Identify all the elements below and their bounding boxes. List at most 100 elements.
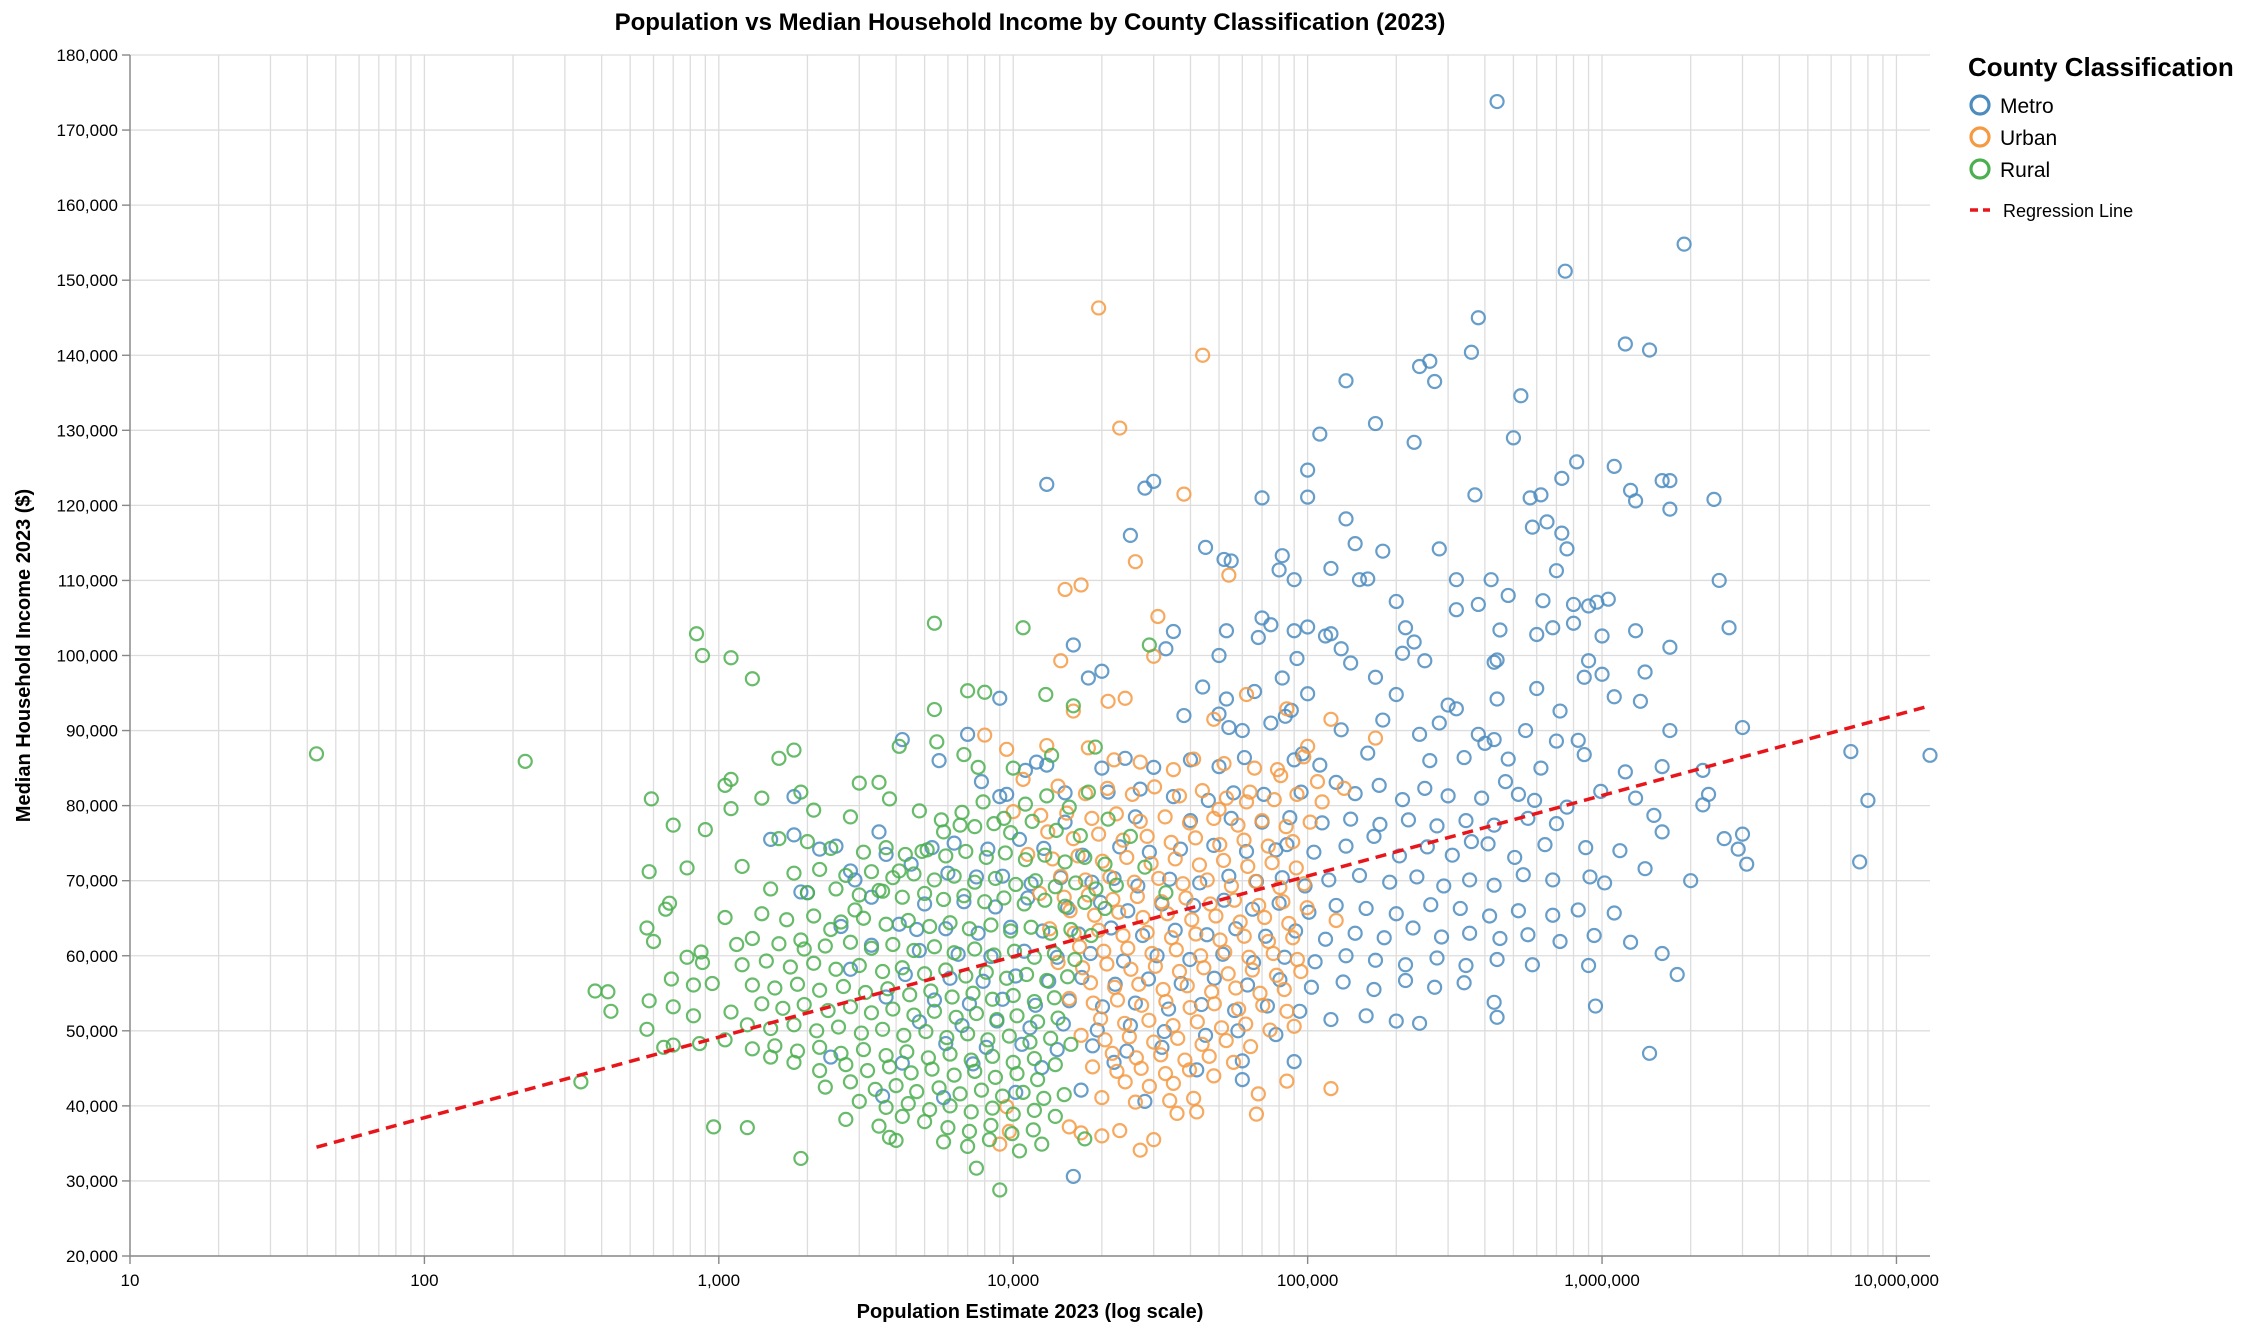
metro-point (1662, 473, 1678, 489)
rural-point (1043, 925, 1059, 941)
metro-point (1444, 847, 1460, 863)
metro-point (1388, 906, 1404, 922)
urban-point (1139, 828, 1155, 845)
metro-point (812, 841, 828, 857)
metro-point (1223, 553, 1239, 569)
urban-point (1162, 1093, 1178, 1109)
metro-point (1122, 527, 1138, 544)
rural-point (885, 1001, 901, 1017)
y-tick-label: 170,000 (57, 121, 118, 140)
rural-point (933, 812, 949, 828)
metro-point (1254, 490, 1270, 506)
rural-point (828, 961, 844, 977)
metro-point (1160, 1001, 1177, 1017)
rural-point (685, 977, 702, 993)
metro-point (1286, 623, 1302, 639)
metro-point (1008, 968, 1024, 984)
rural-point (734, 957, 750, 973)
series-rural (308, 615, 1174, 1198)
rural-point (1097, 900, 1113, 917)
urban-point (1242, 784, 1258, 800)
metro-point (1627, 623, 1644, 639)
rural-point (1025, 1122, 1041, 1138)
urban-point (1242, 1038, 1259, 1055)
urban-point (1134, 997, 1150, 1013)
urban-point (1256, 909, 1273, 926)
rural-point (817, 938, 833, 954)
rural-point (899, 1044, 915, 1060)
x-tick-label: 1,000,000 (1564, 1271, 1640, 1290)
metro-point (1300, 489, 1316, 505)
rural-point (878, 916, 894, 932)
metro-point (793, 884, 809, 900)
metro-point (1448, 701, 1464, 717)
metro-point (1094, 663, 1110, 679)
metro-point (1423, 897, 1439, 913)
metro-point (1586, 927, 1602, 944)
metro-point (1328, 897, 1344, 914)
urban-point (1293, 963, 1309, 980)
urban-point (1050, 778, 1066, 794)
rural-point (900, 912, 916, 929)
metro-point (1234, 1053, 1250, 1069)
rural-point (888, 1132, 904, 1149)
metro-point (1411, 726, 1428, 742)
rural-point (859, 1062, 876, 1079)
rural-point (779, 912, 795, 928)
metro-point (1106, 1054, 1122, 1070)
rural-point (1158, 885, 1174, 901)
rural-point (878, 1099, 894, 1115)
metro-point (1510, 903, 1527, 919)
metro-point (1632, 693, 1649, 709)
urban-point (1178, 890, 1194, 906)
urban-point (1057, 581, 1073, 598)
metro-point (1456, 749, 1472, 766)
rural-point (891, 863, 907, 879)
urban-point (1073, 577, 1089, 593)
rural-point (665, 1037, 681, 1053)
rural-point (1008, 876, 1024, 893)
rural-point (656, 1039, 672, 1055)
urban-point (1066, 925, 1082, 941)
metro-point (1486, 877, 1502, 893)
metro-point (1637, 861, 1653, 877)
rural-point (897, 846, 913, 863)
rural-point (771, 936, 787, 952)
rural-point (1050, 1010, 1066, 1026)
rural-point (978, 964, 994, 980)
metro-point (1662, 639, 1678, 655)
urban-point (1232, 914, 1248, 930)
metro-point (1388, 593, 1404, 610)
urban-point (1206, 996, 1222, 1012)
metro-point (1552, 703, 1568, 719)
legend-label-metro: Metro (2000, 95, 2054, 118)
urban-point (1151, 870, 1167, 887)
metro-point (1335, 974, 1351, 990)
metro-point (1456, 975, 1472, 991)
y-tick-label: 160,000 (57, 196, 118, 215)
rural-point (909, 1084, 925, 1100)
metro-point (833, 918, 849, 935)
urban-point (1117, 690, 1133, 706)
urban-point (1175, 876, 1191, 892)
metro-point (1734, 719, 1751, 736)
rural-point (694, 954, 711, 971)
urban-point (1248, 873, 1264, 890)
rural-point (975, 794, 991, 810)
rural-point (960, 1138, 976, 1155)
rural-point (956, 746, 972, 763)
urban-point (1189, 1104, 1205, 1120)
rural-point (851, 1093, 867, 1109)
rural-point (965, 985, 981, 1001)
urban-point (1217, 944, 1233, 960)
metro-point (1582, 869, 1598, 885)
metro-point (1351, 572, 1368, 588)
metro-point (926, 992, 943, 1008)
metro-point (1612, 843, 1628, 859)
urban-point (1181, 815, 1198, 831)
metro-point (1467, 487, 1483, 503)
metro-point (1008, 1084, 1024, 1100)
urban-point (1117, 1015, 1133, 1031)
rural-point (835, 978, 852, 995)
rural-point (641, 864, 657, 880)
